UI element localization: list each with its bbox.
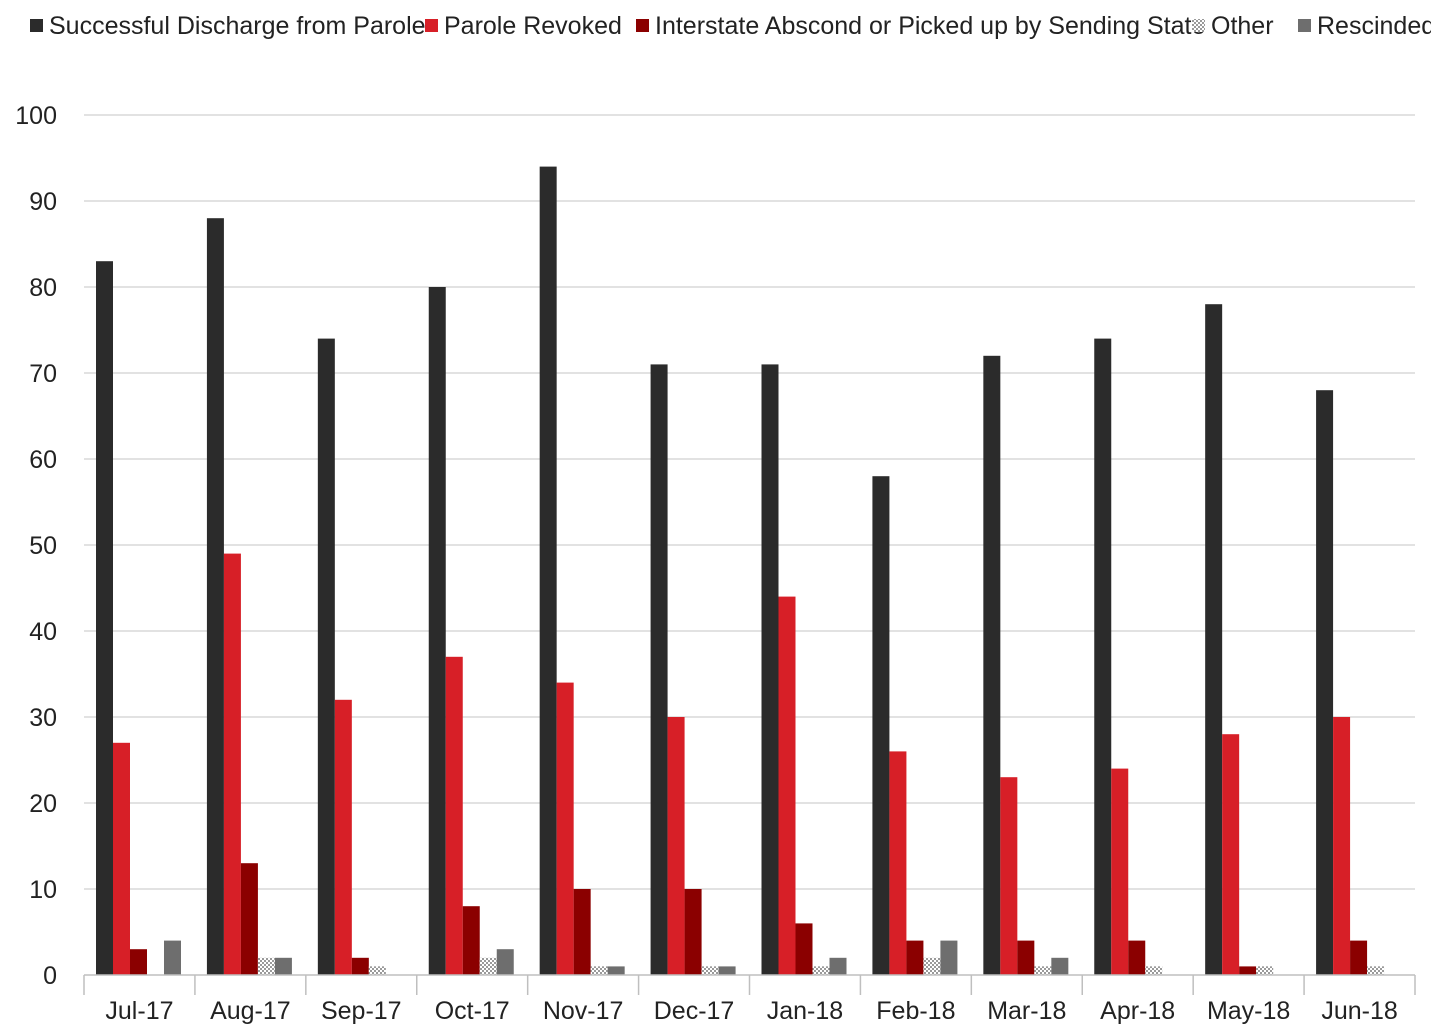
legend-swatch-interstate-abscond-or-picked-up-by-sending-state: [636, 19, 649, 32]
bar-other-jan-18: [812, 966, 830, 975]
bar-parole-revoked-oct-17: [445, 656, 463, 975]
bar-parole-revoked-may-18: [1222, 734, 1240, 975]
bar-interstate-abscond-or-picked-up-by-sending-state-jul-17: [130, 949, 147, 975]
bar-other-nov-17: [590, 966, 608, 975]
bar-other-apr-18: [1145, 966, 1163, 975]
y-tick-label-60: 60: [29, 446, 57, 474]
bar-parole-revoked-sep-17: [334, 699, 352, 975]
bar-rescinded-aug-17: [274, 957, 292, 975]
bar-interstate-abscond-or-picked-up-by-sending-state-apr-18: [1128, 940, 1146, 975]
bar-interstate-abscond-or-picked-up-by-sending-state-jan-18: [795, 923, 813, 975]
x-tick-label-jan-18: Jan-18: [767, 997, 843, 1024]
bar-successful-discharge-from-parole-mar-18: [983, 355, 1001, 975]
bar-interstate-abscond-or-picked-up-by-sending-state-feb-18: [906, 940, 924, 975]
legend-label-successful-discharge-from-parole: Successful Discharge from Parole: [49, 12, 426, 40]
x-tick-label-dec-17: Dec-17: [654, 997, 735, 1024]
bar-other-aug-17: [257, 957, 275, 975]
y-tick-label-0: 0: [43, 962, 57, 990]
gridlines: [84, 114, 1415, 890]
bar-rescinded-dec-17: [718, 966, 736, 975]
x-tick-label-apr-18: Apr-18: [1100, 997, 1175, 1024]
bar-rescinded-oct-17: [496, 949, 514, 975]
bar-other-sep-17: [368, 966, 386, 975]
x-tick-label-aug-17: Aug-17: [210, 997, 291, 1024]
y-tick-label-90: 90: [29, 188, 57, 216]
bar-successful-discharge-from-parole-aug-17: [206, 218, 224, 975]
bar-other-oct-17: [479, 957, 497, 975]
bar-other-dec-17: [701, 966, 719, 975]
bar-successful-discharge-from-parole-may-18: [1205, 304, 1223, 975]
bar-interstate-abscond-or-picked-up-by-sending-state-mar-18: [1017, 940, 1035, 975]
bar-interstate-abscond-or-picked-up-by-sending-state-may-18: [1239, 966, 1257, 975]
legend-swatch-other: [1192, 19, 1205, 32]
bar-rescinded-jul-17: [164, 940, 181, 975]
bar-parole-revoked-nov-17: [556, 682, 574, 975]
y-tick-label-30: 30: [29, 704, 57, 732]
bar-other-may-18: [1256, 966, 1274, 975]
x-tick-label-may-18: May-18: [1207, 997, 1290, 1024]
bar-parole-revoked-feb-18: [889, 751, 907, 975]
bar-parole-revoked-jul-17: [113, 742, 130, 975]
bar-successful-discharge-from-parole-sep-17: [317, 338, 335, 976]
bar-other-mar-18: [1034, 966, 1052, 975]
legend-swatch-parole-revoked: [425, 19, 438, 32]
bar-rescinded-nov-17: [607, 966, 625, 975]
y-tick-label-10: 10: [29, 876, 57, 904]
y-tick-label-70: 70: [29, 360, 57, 388]
y-tick-label-40: 40: [29, 618, 57, 646]
bar-rescinded-mar-18: [1051, 957, 1069, 975]
legend-label-parole-revoked: Parole Revoked: [444, 12, 622, 40]
bar-successful-discharge-from-parole-apr-18: [1094, 338, 1112, 976]
bar-interstate-abscond-or-picked-up-by-sending-state-jun-18: [1350, 940, 1368, 975]
bar-successful-discharge-from-parole-oct-17: [428, 287, 446, 975]
bar-parole-revoked-aug-17: [223, 553, 241, 975]
bar-rescinded-jan-18: [829, 957, 847, 975]
legend-label-rescinded: Rescinded: [1317, 12, 1431, 40]
y-tick-label-80: 80: [29, 274, 57, 302]
bar-interstate-abscond-or-picked-up-by-sending-state-dec-17: [684, 889, 702, 975]
x-tick-label-jun-18: Jun-18: [1321, 997, 1397, 1024]
bars: [96, 166, 1385, 976]
x-tick-label-feb-18: Feb-18: [876, 997, 955, 1024]
x-tick-label-jul-17: Jul-17: [105, 997, 173, 1024]
legend-swatch-rescinded: [1298, 19, 1311, 32]
bar-parole-revoked-jan-18: [778, 596, 796, 975]
x-tick-label-oct-17: Oct-17: [435, 997, 510, 1024]
x-tick-label-sep-17: Sep-17: [321, 997, 402, 1024]
x-tick-label-mar-18: Mar-18: [987, 997, 1066, 1024]
bar-successful-discharge-from-parole-dec-17: [650, 364, 668, 975]
y-axis-ticks: 0 10 20 30 40 50 60 70 80 90 100: [15, 102, 57, 990]
bar-parole-revoked-jun-18: [1333, 717, 1351, 975]
bar-successful-discharge-from-parole-jan-18: [761, 364, 779, 975]
bar-interstate-abscond-or-picked-up-by-sending-state-aug-17: [240, 863, 258, 975]
bar-parole-revoked-apr-18: [1111, 768, 1129, 975]
x-tick-label-nov-17: Nov-17: [543, 997, 624, 1024]
bar-parole-revoked-mar-18: [1000, 777, 1018, 975]
y-tick-label-100: 100: [15, 102, 57, 130]
legend-label-interstate-abscond-or-picked-up-by-sending-state: Interstate Abscond or Picked up by Sendi…: [655, 12, 1205, 40]
bar-rescinded-feb-18: [940, 940, 958, 975]
bar-other-feb-18: [923, 957, 941, 975]
bar-interstate-abscond-or-picked-up-by-sending-state-nov-17: [573, 889, 591, 975]
bar-successful-discharge-from-parole-jun-18: [1316, 390, 1334, 975]
x-axis: Jul-17 Aug-17 Sep-17 Oct-17 Nov-17 Dec-17 Jan-…: [83, 974, 1416, 1024]
bar-other-jun-18: [1367, 966, 1385, 975]
bar-successful-discharge-from-parole-jul-17: [96, 261, 113, 975]
bar-successful-discharge-from-parole-nov-17: [539, 166, 557, 976]
chart-legend: Successful Discharge from Parole Parole R…: [30, 12, 1431, 40]
bar-successful-discharge-from-parole-feb-18: [872, 476, 890, 975]
bar-interstate-abscond-or-picked-up-by-sending-state-sep-17: [351, 957, 369, 975]
y-tick-label-20: 20: [29, 790, 57, 818]
legend-label-other: Other: [1211, 12, 1274, 40]
legend-swatch-successful-discharge-from-parole: [30, 19, 43, 32]
bar-parole-revoked-dec-17: [667, 717, 685, 975]
y-tick-label-50: 50: [29, 532, 57, 560]
bar-interstate-abscond-or-picked-up-by-sending-state-oct-17: [462, 906, 480, 975]
